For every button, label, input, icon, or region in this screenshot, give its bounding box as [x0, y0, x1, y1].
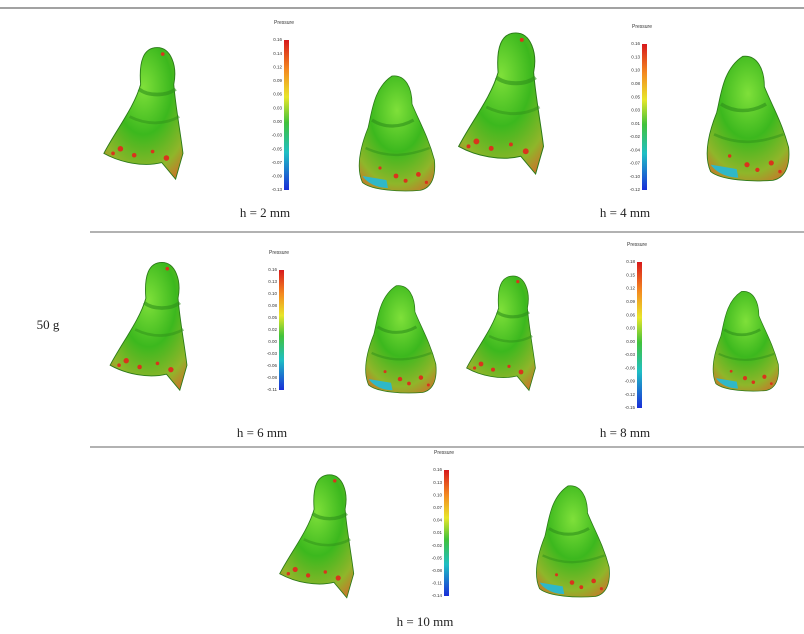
- colorbar-tick-label: 0.00: [273, 119, 282, 124]
- panel-caption: h = 8 mm: [600, 425, 650, 440]
- panel: Pressure 0.16 0.13 0.10 0.08 0.05 0.02 0.00 -0.0…: [110, 250, 436, 440]
- colorbar-tick-label: 0.12: [273, 64, 282, 69]
- colorbar-tick-label: 0.10: [268, 291, 277, 296]
- colorbar-tick-label: 0.16: [433, 467, 442, 472]
- colorbar-tick-label: -0.06: [267, 363, 278, 368]
- colorbar-tick-label: -0.02: [432, 543, 443, 548]
- panel-caption: h = 10 mm: [397, 614, 454, 629]
- colorbar-tick-label: -0.11: [432, 581, 442, 586]
- colorbar-tick-label: 0.00: [268, 339, 277, 344]
- tooth-model: [366, 286, 436, 393]
- colorbar-tick-label: -0.15: [625, 405, 636, 410]
- panel: Pressure 0.16 0.13 0.10 0.08 0.05 0.03 0.01 -0.0…: [459, 24, 789, 220]
- colorbar-tick-label: -0.12: [630, 187, 641, 192]
- colorbar-title: Pressure: [632, 24, 652, 30]
- colorbar-tick-label: 0.15: [626, 272, 635, 277]
- colorbar-tick-label: 0.14: [273, 51, 282, 56]
- colorbar-tick-label: 0.09: [626, 299, 635, 304]
- tooth-model: [359, 76, 435, 191]
- colorbar-tick-label: 0.03: [631, 108, 640, 113]
- tooth-model: [280, 475, 354, 598]
- colorbar-title: Pressure: [434, 450, 454, 456]
- colorbar-tick-label: -0.03: [272, 133, 283, 138]
- colorbar-tick-label: 0.08: [268, 303, 277, 308]
- colorbar-tick-label: 0.18: [626, 259, 635, 264]
- tooth-model: [467, 276, 536, 390]
- colorbar-tick-label: 0.01: [631, 121, 640, 126]
- colorbar-tick-label: -0.03: [267, 351, 278, 356]
- colorbar-tick-label: -0.08: [267, 375, 278, 380]
- colorbar-tick-label: 0.02: [268, 327, 277, 332]
- colorbar-tick-label: 0.12: [626, 286, 635, 291]
- row-label: 50 g: [37, 317, 60, 332]
- panel-caption: h = 2 mm: [240, 205, 290, 220]
- figure: 50 g Pressure 0.16 0.14 0.12 0.09 0.06 0.03 0.0…: [0, 0, 804, 634]
- colorbar-tick-label: -0.14: [432, 593, 443, 598]
- colorbar-tick-label: -0.09: [625, 379, 636, 384]
- colorbar-tick-label: 0.01: [433, 530, 442, 535]
- colorbar-tick-label: -0.02: [630, 134, 641, 139]
- panels: Pressure 0.16 0.14 0.12 0.09 0.06 0.03 0.00 -0.0…: [104, 20, 789, 629]
- colorbar-tick-label: 0.07: [433, 505, 442, 510]
- panel-caption: h = 6 mm: [237, 425, 287, 440]
- colorbar: [279, 270, 284, 390]
- tooth-model: [110, 262, 187, 390]
- colorbar-tick-label: -0.06: [625, 365, 636, 370]
- colorbar-title: Pressure: [627, 242, 647, 248]
- colorbar-tick-label: -0.04: [630, 147, 641, 152]
- colorbar-tick-label: 0.03: [273, 105, 282, 110]
- panel: Pressure 0.16 0.13 0.10 0.07 0.04 0.01 -0.02 -0.…: [280, 450, 610, 629]
- colorbar-tick-label: -0.11: [267, 387, 277, 392]
- colorbar: [284, 40, 289, 190]
- colorbar: [444, 470, 449, 596]
- panel-caption: h = 4 mm: [600, 205, 650, 220]
- colorbar-tick-label: -0.08: [432, 568, 443, 573]
- colorbar-tick-label: 0.00: [626, 339, 635, 344]
- colorbar-tick-label: 0.13: [433, 480, 442, 485]
- colorbar-tick-label: 0.06: [273, 92, 282, 97]
- tooth-model: [104, 48, 183, 180]
- colorbar-tick-label: 0.06: [626, 312, 635, 317]
- colorbar-tick-label: -0.03: [625, 352, 636, 357]
- colorbar-tick-label: -0.05: [272, 146, 283, 151]
- tooth-model: [459, 33, 544, 174]
- colorbar-tick-label: 0.03: [626, 326, 635, 331]
- colorbar-tick-label: -0.07: [272, 160, 283, 165]
- colorbar-tick-label: 0.10: [433, 492, 442, 497]
- colorbar-tick-label: -0.12: [625, 392, 636, 397]
- colorbar-tick-label: 0.16: [268, 267, 277, 272]
- colorbar-tick-label: 0.05: [631, 94, 640, 99]
- colorbar-tick-label: 0.13: [631, 54, 640, 59]
- tooth-model: [707, 56, 789, 181]
- colorbar-tick-label: 0.16: [273, 37, 282, 42]
- colorbar-tick-label: 0.16: [631, 41, 640, 46]
- panel: Pressure 0.16 0.14 0.12 0.09 0.06 0.03 0.00 -0.0…: [104, 20, 435, 220]
- colorbar-tick-label: -0.09: [272, 174, 283, 179]
- colorbar-tick-label: -0.07: [630, 161, 641, 166]
- colorbar-tick-label: 0.13: [268, 279, 277, 284]
- colorbar-title: Pressure: [274, 20, 294, 26]
- tooth-model: [713, 291, 778, 391]
- colorbar: [642, 44, 647, 190]
- colorbar-tick-label: 0.08: [631, 81, 640, 86]
- tooth-model: [536, 486, 609, 597]
- panel: Pressure 0.18 0.15 0.12 0.09 0.06 0.03 0.00 -0.0…: [467, 242, 779, 440]
- colorbar-title: Pressure: [269, 250, 289, 256]
- colorbar-tick-label: -0.10: [630, 174, 641, 179]
- colorbar-tick-label: -0.05: [432, 555, 443, 560]
- colorbar-tick-label: 0.10: [631, 68, 640, 73]
- colorbar-tick-label: 0.05: [268, 315, 277, 320]
- colorbar: [637, 262, 642, 408]
- colorbar-tick-label: -0.13: [272, 187, 283, 192]
- colorbar-tick-label: 0.04: [433, 518, 442, 523]
- colorbar-tick-label: 0.09: [273, 78, 282, 83]
